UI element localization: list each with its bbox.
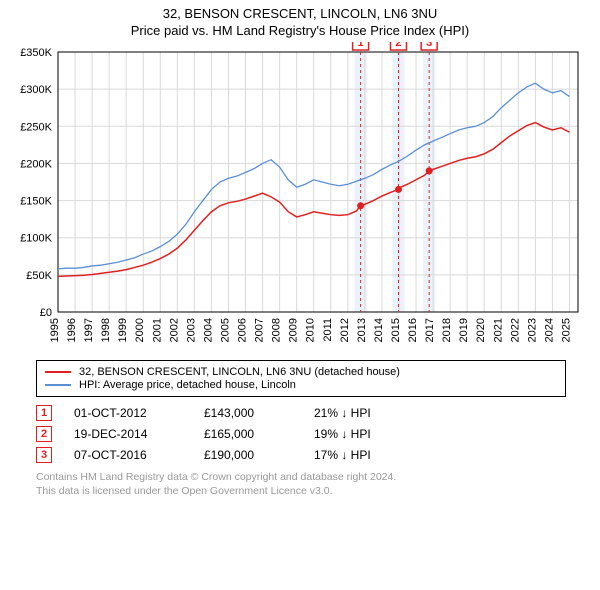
svg-text:2005: 2005 — [219, 318, 231, 342]
svg-text:£0: £0 — [40, 307, 52, 319]
svg-text:£300K: £300K — [20, 84, 52, 96]
svg-text:2021: 2021 — [492, 318, 504, 342]
sale-date: 01-OCT-2012 — [74, 406, 204, 420]
chart-title-subtitle: Price paid vs. HM Land Registry's House … — [10, 23, 590, 38]
legend-swatch — [45, 384, 71, 386]
sale-price: £165,000 — [204, 427, 314, 441]
svg-text:2006: 2006 — [237, 318, 249, 342]
svg-text:2011: 2011 — [322, 318, 334, 342]
svg-text:2009: 2009 — [288, 318, 300, 342]
sale-hpi-diff: 19% ↓ HPI — [314, 427, 434, 441]
svg-text:1997: 1997 — [83, 318, 95, 342]
sale-row: 1 01-OCT-2012£143,00021% ↓ HPI — [36, 405, 588, 421]
svg-text:2008: 2008 — [271, 318, 283, 342]
svg-text:£200K: £200K — [20, 158, 52, 170]
sale-hpi-diff: 17% ↓ HPI — [314, 448, 434, 462]
svg-text:2012: 2012 — [339, 318, 351, 342]
svg-text:2025: 2025 — [560, 318, 572, 342]
price-chart: £0 £50K £100K £150K £200K £250K £300K £350K 1995… — [10, 42, 590, 352]
sale-row: 2 19-DEC-2014£165,00019% ↓ HPI — [36, 426, 588, 442]
svg-text:2015: 2015 — [390, 318, 402, 342]
svg-text:2001: 2001 — [151, 318, 163, 342]
sales-table: 1 01-OCT-2012£143,00021% ↓ HPI 2 19-DEC-201… — [36, 405, 588, 463]
svg-text:£350K: £350K — [20, 47, 52, 59]
svg-text:1998: 1998 — [100, 318, 112, 342]
svg-text:£250K: £250K — [20, 121, 52, 133]
sale-marker-box: 2 — [36, 426, 52, 442]
sale-date: 07-OCT-2016 — [74, 448, 204, 462]
svg-text:2007: 2007 — [254, 318, 266, 342]
svg-text:2024: 2024 — [543, 318, 555, 342]
svg-text:2020: 2020 — [475, 318, 487, 342]
sale-marker-box: 3 — [36, 447, 52, 463]
svg-text:2014: 2014 — [373, 318, 385, 342]
attribution-footer: Contains HM Land Registry data © Crown c… — [36, 471, 588, 498]
svg-text:2013: 2013 — [356, 318, 368, 342]
svg-text:1999: 1999 — [117, 318, 129, 342]
title-block: 32, BENSON CRESCENT, LINCOLN, LN6 3NU Pr… — [10, 6, 590, 38]
legend-label: HPI: Average price, detached house, Linc… — [79, 379, 296, 391]
sale-row: 3 07-OCT-2016£190,00017% ↓ HPI — [36, 447, 588, 463]
legend-row: HPI: Average price, detached house, Linc… — [45, 379, 557, 391]
svg-text:2022: 2022 — [509, 318, 521, 342]
sale-price: £143,000 — [204, 406, 314, 420]
svg-text:2010: 2010 — [305, 318, 317, 342]
svg-text:1995: 1995 — [49, 318, 61, 342]
legend: 32, BENSON CRESCENT, LINCOLN, LN6 3NU (d… — [36, 360, 566, 397]
svg-text:2017: 2017 — [424, 318, 436, 342]
svg-text:1: 1 — [358, 42, 364, 49]
sale-marker-box: 1 — [36, 405, 52, 421]
legend-label: 32, BENSON CRESCENT, LINCOLN, LN6 3NU (d… — [79, 366, 400, 378]
svg-text:£50K: £50K — [26, 270, 52, 282]
svg-text:3: 3 — [426, 42, 432, 49]
chart-area: £0 £50K £100K £150K £200K £250K £300K £350K 1995… — [10, 42, 590, 352]
sale-price: £190,000 — [204, 448, 314, 462]
footer-line-2: This data is licensed under the Open Gov… — [36, 485, 588, 499]
chart-title-address: 32, BENSON CRESCENT, LINCOLN, LN6 3NU — [10, 6, 590, 21]
svg-text:£150K: £150K — [20, 196, 52, 208]
sale-hpi-diff: 21% ↓ HPI — [314, 406, 434, 420]
svg-text:2016: 2016 — [407, 318, 419, 342]
svg-text:2002: 2002 — [168, 318, 180, 342]
svg-text:2018: 2018 — [441, 318, 453, 342]
chart-card: 32, BENSON CRESCENT, LINCOLN, LN6 3NU Pr… — [0, 0, 600, 506]
svg-text:2: 2 — [395, 42, 401, 49]
footer-line-1: Contains HM Land Registry data © Crown c… — [36, 471, 588, 485]
svg-text:£100K: £100K — [20, 233, 52, 245]
svg-text:2003: 2003 — [185, 318, 197, 342]
legend-row: 32, BENSON CRESCENT, LINCOLN, LN6 3NU (d… — [45, 366, 557, 378]
sale-date: 19-DEC-2014 — [74, 427, 204, 441]
svg-text:2023: 2023 — [526, 318, 538, 342]
svg-text:2004: 2004 — [202, 318, 214, 342]
svg-text:1996: 1996 — [66, 318, 78, 342]
legend-swatch — [45, 371, 71, 373]
svg-text:2000: 2000 — [134, 318, 146, 342]
svg-text:2019: 2019 — [458, 318, 470, 342]
